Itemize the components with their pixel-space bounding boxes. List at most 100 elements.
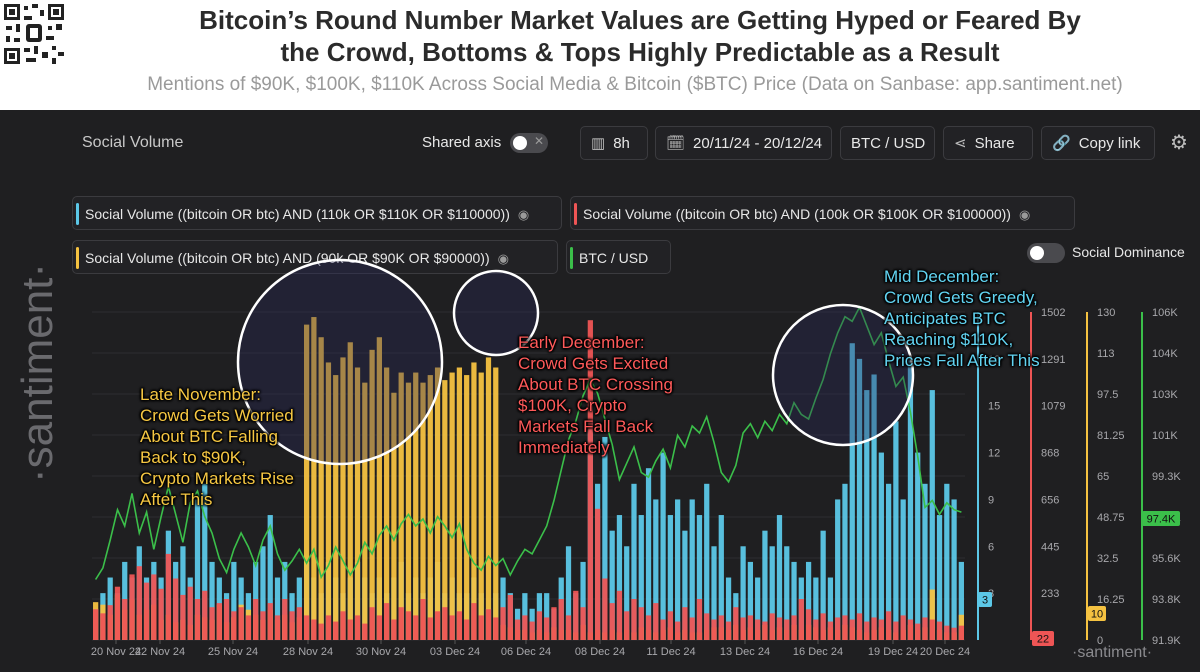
bar-s100 (362, 623, 368, 640)
interval-label: 8h (613, 135, 630, 152)
bar-s110 (755, 577, 761, 640)
bar-s100 (616, 590, 623, 640)
bar-s100 (449, 615, 455, 640)
bar-s100 (820, 613, 826, 640)
brand-footer: ·santiment· (1072, 644, 1153, 661)
bar-s110 (645, 468, 652, 640)
x-tick-label: 13 Dec 24 (720, 646, 770, 658)
bar-s90 (376, 337, 382, 640)
bar-s100 (755, 619, 761, 640)
bar-s90 (405, 382, 412, 640)
bar-s100 (784, 619, 790, 640)
bar-s100 (653, 603, 659, 640)
bar-s100 (347, 619, 353, 640)
bar-s100 (151, 574, 157, 640)
bar-s100 (136, 566, 142, 640)
axis-tick-s90: 16.25 (1097, 594, 1125, 606)
share-button[interactable]: ⋖ Share (943, 126, 1033, 160)
bar-s110 (915, 452, 921, 640)
eye-icon[interactable]: ◉ (517, 207, 530, 222)
bar-s100 (587, 320, 593, 640)
shared-axis-label: Shared axis (422, 134, 502, 151)
bar-s100 (551, 607, 557, 640)
axis-tick-btc: 95.6K (1152, 553, 1181, 565)
bar-s90 (369, 349, 375, 640)
legend-item-s90[interactable]: Social Volume ((bitcoin OR btc) AND (90k… (72, 240, 558, 274)
bar-s110 (602, 436, 608, 640)
bar-s110 (871, 374, 877, 640)
bar-s100 (296, 607, 302, 640)
eye-icon[interactable]: ◉ (497, 251, 509, 266)
legend-item-s100[interactable]: Social Volume ((bitcoin OR btc) AND (100… (570, 196, 1075, 230)
bar-s110 (689, 499, 695, 640)
bar-s100 (827, 621, 834, 640)
axis-tick-s100: 656 (1041, 494, 1059, 506)
bar-s100 (354, 615, 361, 640)
bar-s100 (944, 625, 950, 640)
bar-s100 (507, 594, 513, 640)
interval-button[interactable]: ▥ 8h (580, 126, 648, 160)
bar-s100 (194, 599, 201, 640)
bar-s100 (769, 613, 775, 640)
axis-tick-s100: 868 (1041, 448, 1059, 460)
bar-s110 (660, 452, 666, 640)
last-value-btc: 97.4K (1147, 514, 1176, 526)
bar-s110 (878, 452, 884, 640)
axis-tick-s90: 113 (1097, 348, 1115, 360)
social-dominance-label: Social Dominance (1072, 244, 1185, 260)
bar-s100 (529, 621, 535, 640)
bar-s100 (384, 603, 390, 640)
bar-s100 (929, 619, 935, 640)
toggle-knob (513, 136, 527, 150)
bar-s90 (303, 324, 310, 640)
highlight-circle (452, 269, 540, 357)
title-line-1: Bitcoin’s Round Number Market Values are… (199, 5, 1081, 35)
shared-axis-toggle[interactable]: ✕ (510, 133, 548, 153)
bar-s100 (740, 617, 746, 640)
axis-tick-s90: 32.5 (1097, 553, 1118, 565)
bar-s110 (711, 546, 717, 640)
bar-s100 (391, 619, 397, 640)
bar-s100 (536, 611, 543, 640)
copy-link-button[interactable]: 🔗 Copy link (1041, 126, 1155, 160)
legend-item-btc[interactable]: BTC / USD (566, 240, 671, 274)
settings-gear-icon[interactable]: ⚙ (1170, 132, 1188, 154)
bar-s100 (631, 599, 637, 640)
bar-s110 (856, 358, 863, 640)
bar-s100 (114, 586, 121, 640)
bar-s110 (696, 515, 703, 640)
bar-s100 (602, 578, 608, 640)
eye-icon[interactable]: ◉ (1018, 207, 1031, 222)
bar-s110 (849, 343, 855, 640)
bar-s110 (813, 577, 819, 640)
bar-s110 (740, 546, 746, 640)
bar-s110 (900, 499, 906, 640)
annotation-early-december: Early December: Crowd Gets Excited About… (518, 333, 673, 457)
bar-s100 (893, 621, 899, 640)
axis-tick-btc: 103K (1152, 389, 1178, 401)
last-value-s90: 10 (1091, 609, 1103, 621)
legend-item-s110[interactable]: Social Volume ((bitcoin OR btc) AND (110… (72, 196, 562, 230)
bar-s100 (798, 599, 804, 640)
page-subtitle: Mentions of $90K, $100K, $110K Across So… (147, 74, 1123, 95)
bar-s100 (936, 621, 943, 640)
bar-s100 (849, 619, 855, 640)
date-range-button[interactable]: 🗓 20/11/24 - 20/12/24 (655, 126, 832, 160)
bar-s90 (340, 357, 346, 640)
x-tick-label: 20 Dec 24 (920, 646, 970, 658)
bar-s100 (93, 609, 99, 640)
bar-s90 (318, 337, 324, 640)
last-value-s110: 3 (982, 595, 988, 607)
bar-s100 (369, 607, 375, 640)
axis-tick-s110: 9 (988, 494, 994, 506)
axis-tick-btc: 104K (1152, 348, 1178, 360)
social-dominance-toggle[interactable] (1027, 243, 1065, 263)
pair-button[interactable]: BTC / USD (840, 126, 935, 160)
legend-swatch (570, 247, 573, 269)
bar-s110 (653, 499, 659, 640)
bar-s100 (274, 615, 281, 640)
calendar-icon: 🗓 (666, 135, 686, 152)
bar-s90 (413, 372, 419, 640)
bar-s100 (165, 553, 172, 640)
axis-tick-s110: 15 (988, 401, 1000, 413)
